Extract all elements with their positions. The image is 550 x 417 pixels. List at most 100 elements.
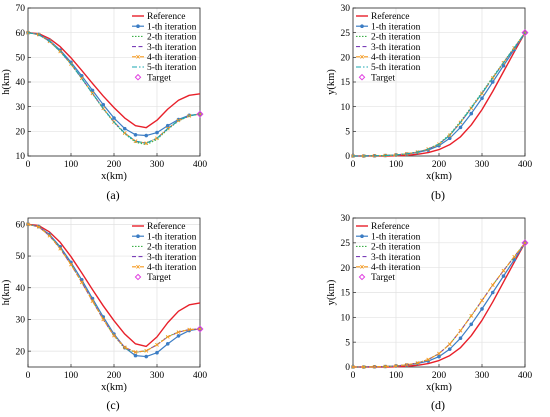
x-tick-label: 0 [351,371,356,381]
series-point [469,313,474,318]
y-tick-label: 50 [16,252,26,262]
target-marker [521,29,529,37]
legend-item: 5-th iteration [132,63,197,73]
legend-label: Target [371,73,395,83]
x-tick: 100 [64,160,79,170]
series-point [155,130,159,135]
legend-swatch [134,273,142,281]
legend-label: Reference [147,11,186,22]
x-axis-label: x(km) [101,382,127,393]
legend-swatch [358,73,366,81]
series-point [101,317,106,322]
x-tick: 300 [150,160,165,170]
x-tick-label: 0 [26,371,31,381]
series-point [426,357,431,362]
legend-item: Reference [356,11,410,22]
x-tick: 300 [475,160,490,170]
series-point [165,334,170,339]
legend-item: Reference [132,221,186,232]
y-tick-label: 25 [341,29,351,39]
legend-label: Reference [371,11,410,22]
y-tick: 40 [16,78,26,88]
legend-item: Reference [132,11,186,22]
x-tick-label: 100 [64,371,79,381]
series-point [176,330,181,335]
series-point [490,80,495,84]
x-tick: 100 [64,371,79,381]
x-tick-label: 300 [475,371,490,381]
y-tick: 30 [16,103,26,113]
legend-swatch-marker [136,24,140,29]
y-tick: 15 [341,78,351,88]
series-point [101,102,106,107]
series-point [361,365,366,369]
y-tick: 20 [16,347,26,357]
legend-swatch [134,73,142,81]
y-tick: 25 [341,239,351,249]
legend-label: Target [371,273,395,283]
series-point [383,364,388,369]
y-tick: 5 [345,338,350,348]
series-point [187,327,192,332]
series-point [490,290,495,295]
series-point [458,336,463,340]
legend-label: 5-th iteration [147,63,197,73]
y-tick-label: 30 [341,4,351,14]
y-tick-label: 10 [341,103,351,113]
y-axis-label: y(km) [326,69,337,95]
series-point [437,351,441,356]
y-tick: 70 [16,4,26,14]
target-marker [196,325,204,333]
y-tick-label: 40 [16,78,26,88]
legend-item: 5-th iteration [356,63,421,73]
series-line [27,223,201,348]
legend-item: Target [134,73,171,83]
target-marker [521,239,529,247]
x-tick-label: 0 [26,160,31,170]
legend-label: Target [147,273,171,283]
x-tick-label: 400 [518,371,533,381]
legend-label: 2-th iteration [371,33,421,43]
y-tick-label: 50 [16,54,26,64]
series-point [112,333,116,338]
legend-swatch-marker [360,54,364,59]
y-tick-label: 0 [345,152,350,162]
x-tick: 200 [432,371,447,381]
series-point [176,334,181,338]
series-point [144,354,149,359]
series-point [447,136,452,141]
y-tick: 25 [341,29,351,39]
x-tick: 400 [193,371,208,381]
series-point [47,233,52,238]
series-point [351,365,355,369]
legend-label: 1-th iteration [147,22,197,32]
legend-item: Target [134,273,171,283]
legend-label: 2-th iteration [147,33,197,43]
series-point [90,299,95,303]
series-point [133,350,138,355]
series-line [27,31,201,129]
series-point [122,126,127,131]
y-tick-label: 0 [345,363,350,373]
x-tick: 200 [432,160,447,170]
legend-item: 4-th iteration [356,263,421,273]
series-line [27,32,201,144]
y-tick: 50 [16,252,26,262]
legend-label: 1-th iteration [371,22,421,32]
y-tick-label: 40 [16,284,26,294]
y-tick: 20 [341,54,351,64]
x-tick-label: 100 [64,160,79,170]
series-line [353,32,526,157]
legend-label: Target [147,73,171,83]
y-tick-label: 60 [16,29,26,39]
x-tick-label: 300 [150,371,165,381]
legend-label: 2-th iteration [147,243,197,253]
legend-label: 4-th iteration [147,53,197,63]
x-tick: 400 [518,371,533,381]
x-tick: 300 [150,371,165,381]
y-tick: 30 [341,214,351,224]
legend-label: 3-th iteration [371,43,421,53]
